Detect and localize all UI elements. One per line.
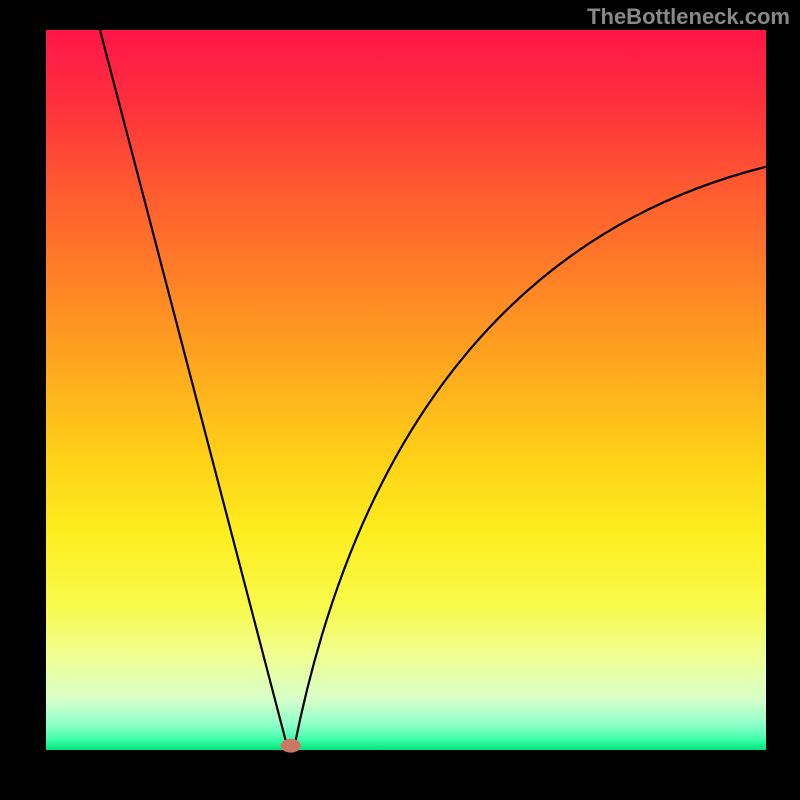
bottleneck-chart [0,0,800,800]
watermark-text: TheBottleneck.com [587,4,790,30]
plot-background [46,30,766,750]
optimum-marker [281,739,301,753]
